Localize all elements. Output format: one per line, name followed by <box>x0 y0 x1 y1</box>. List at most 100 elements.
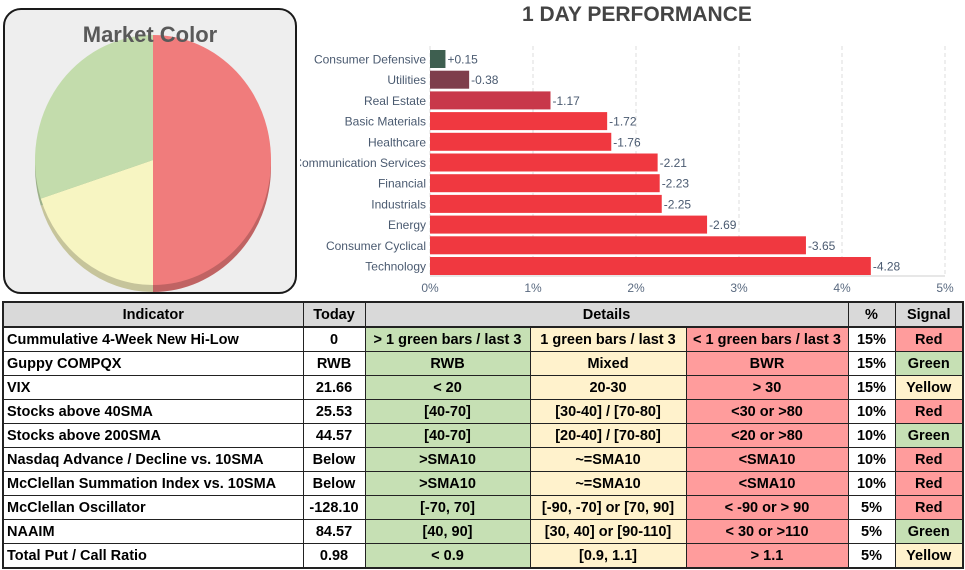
category-label: Energy <box>388 218 426 232</box>
cell-green-criteria: RWB <box>364 351 531 376</box>
cell-red-criteria: > 30 <box>685 375 849 400</box>
cell-signal: Red <box>894 471 964 496</box>
data-label: -2.69 <box>709 218 737 232</box>
cell-yellow-criteria: [30, 40] or [90-110] <box>529 519 687 544</box>
cell-signal: Green <box>894 351 964 376</box>
cell-red-criteria: <20 or >80 <box>685 423 849 448</box>
data-label: -4.28 <box>873 260 901 274</box>
cell-red-criteria: BWR <box>685 351 849 376</box>
cell-weight: 10% <box>847 423 896 448</box>
cell-red-criteria: > 1.1 <box>685 543 849 569</box>
bar <box>430 50 446 68</box>
cell-today: Below <box>302 447 366 472</box>
pie-slice-green <box>34 35 153 199</box>
category-label: Consumer Cyclical <box>326 239 426 253</box>
data-label: -1.76 <box>613 135 641 149</box>
cell-green-criteria: >SMA10 <box>364 447 531 472</box>
bar <box>430 132 612 151</box>
cell-indicator: VIX <box>2 375 304 400</box>
bar <box>430 257 871 275</box>
cell-signal: Red <box>894 326 964 352</box>
table-row: Total Put / Call Ratio 0.98 < 0.9 [0.9, 1.1… <box>2 543 964 569</box>
data-label: -1.17 <box>553 94 581 108</box>
cell-green-criteria: [-70, 70] <box>364 495 531 520</box>
data-label: -2.25 <box>664 197 692 211</box>
cell-signal: Red <box>894 447 964 472</box>
header-indicator: Indicator <box>2 301 304 328</box>
bar <box>430 194 662 213</box>
pie-slice-yellow <box>40 160 153 285</box>
cell-yellow-criteria: [-90, -70] or [70, 90] <box>529 495 687 520</box>
cell-indicator: NAAIM <box>2 519 304 544</box>
data-label: -1.72 <box>609 115 637 129</box>
cell-red-criteria: < 30 or >110 <box>685 519 849 544</box>
cell-indicator: Total Put / Call Ratio <box>2 543 304 569</box>
category-label: Communication Services <box>300 156 426 170</box>
cell-yellow-criteria: 20-30 <box>529 375 687 400</box>
cell-indicator: Nasdaq Advance / Decline vs. 10SMA <box>2 447 304 472</box>
bar <box>430 215 708 234</box>
cell-green-criteria: < 0.9 <box>364 543 531 569</box>
category-label: Consumer Defensive <box>314 53 426 67</box>
cell-signal: Red <box>894 495 964 520</box>
x-tick-label: 4% <box>833 281 851 295</box>
category-label: Industrials <box>371 197 426 211</box>
cell-signal: Green <box>894 423 964 448</box>
market-color-title: Market Color <box>82 22 218 47</box>
cell-today: -128.10 <box>302 495 366 520</box>
cell-green-criteria: [40, 90] <box>364 519 531 544</box>
table-header-row: Indicator Today Details % Signal <box>2 301 964 328</box>
cell-yellow-criteria: 1 green bars / last 3 <box>529 326 687 352</box>
cell-red-criteria: < -90 or > 90 <box>685 495 849 520</box>
table-row: Stocks above 40SMA 25.53 [40-70] [30-40] / … <box>2 399 964 424</box>
cell-signal: Red <box>894 399 964 424</box>
cell-red-criteria: < 1 green bars / last 3 <box>685 326 849 352</box>
cell-green-criteria: < 20 <box>364 375 531 400</box>
category-label: Financial <box>378 177 426 191</box>
table-row: Cummulative 4-Week New Hi-Low 0 > 1 green … <box>2 326 964 352</box>
data-label: -2.21 <box>660 156 688 170</box>
table-row: NAAIM 84.57 [40, 90] [30, 40] or [90-110] < … <box>2 519 964 544</box>
table-row: Guppy COMPQX RWB RWB Mixed BWR 15% Green <box>2 351 964 376</box>
cell-today: Below <box>302 471 366 496</box>
one-day-performance-chart: 1 DAY PERFORMANCE 0% 1% 2% 3% 4% 5% Consumer De… <box>300 3 954 295</box>
cell-weight: 10% <box>847 399 896 424</box>
cell-today: 0 <box>302 326 366 352</box>
cell-weight: 10% <box>847 471 896 496</box>
cell-weight: 5% <box>847 543 896 569</box>
cell-today: 21.66 <box>302 375 366 400</box>
table-row: VIX 21.66 < 20 20-30 > 30 15% Yellow <box>2 375 964 400</box>
cell-today: RWB <box>302 351 366 376</box>
cell-indicator: Guppy COMPQX <box>2 351 304 376</box>
bar <box>430 174 660 193</box>
cell-today: 84.57 <box>302 519 366 544</box>
category-label: Basic Materials <box>345 115 426 129</box>
cell-green-criteria: [40-70] <box>364 423 531 448</box>
pie-slice-red <box>153 35 271 285</box>
header-today: Today <box>302 301 366 328</box>
cell-yellow-criteria: ~=SMA10 <box>529 471 687 496</box>
cell-indicator: McClellan Oscillator <box>2 495 304 520</box>
cell-yellow-criteria: [30-40] / [70-80] <box>529 399 687 424</box>
cell-weight: 5% <box>847 495 896 520</box>
cell-red-criteria: <SMA10 <box>685 447 849 472</box>
cell-yellow-criteria: ~=SMA10 <box>529 447 687 472</box>
bar <box>430 112 608 131</box>
cell-signal: Green <box>894 519 964 544</box>
cell-weight: 15% <box>847 351 896 376</box>
cell-yellow-criteria: [20-40] / [70-80] <box>529 423 687 448</box>
cell-yellow-criteria: Mixed <box>529 351 687 376</box>
header-pct: % <box>847 301 896 328</box>
cell-signal: Yellow <box>894 375 964 400</box>
market-color-pie-chart <box>34 35 271 292</box>
data-label: -2.23 <box>662 177 690 191</box>
cell-red-criteria: <SMA10 <box>685 471 849 496</box>
cell-signal: Yellow <box>894 543 964 569</box>
x-tick-label: 0% <box>421 281 439 295</box>
x-tick-label: 2% <box>627 281 645 295</box>
category-label: Real Estate <box>364 94 426 108</box>
cell-weight: 10% <box>847 447 896 472</box>
cell-yellow-criteria: [0.9, 1.1] <box>529 543 687 569</box>
cell-today: 44.57 <box>302 423 366 448</box>
data-label: -3.65 <box>808 239 836 253</box>
